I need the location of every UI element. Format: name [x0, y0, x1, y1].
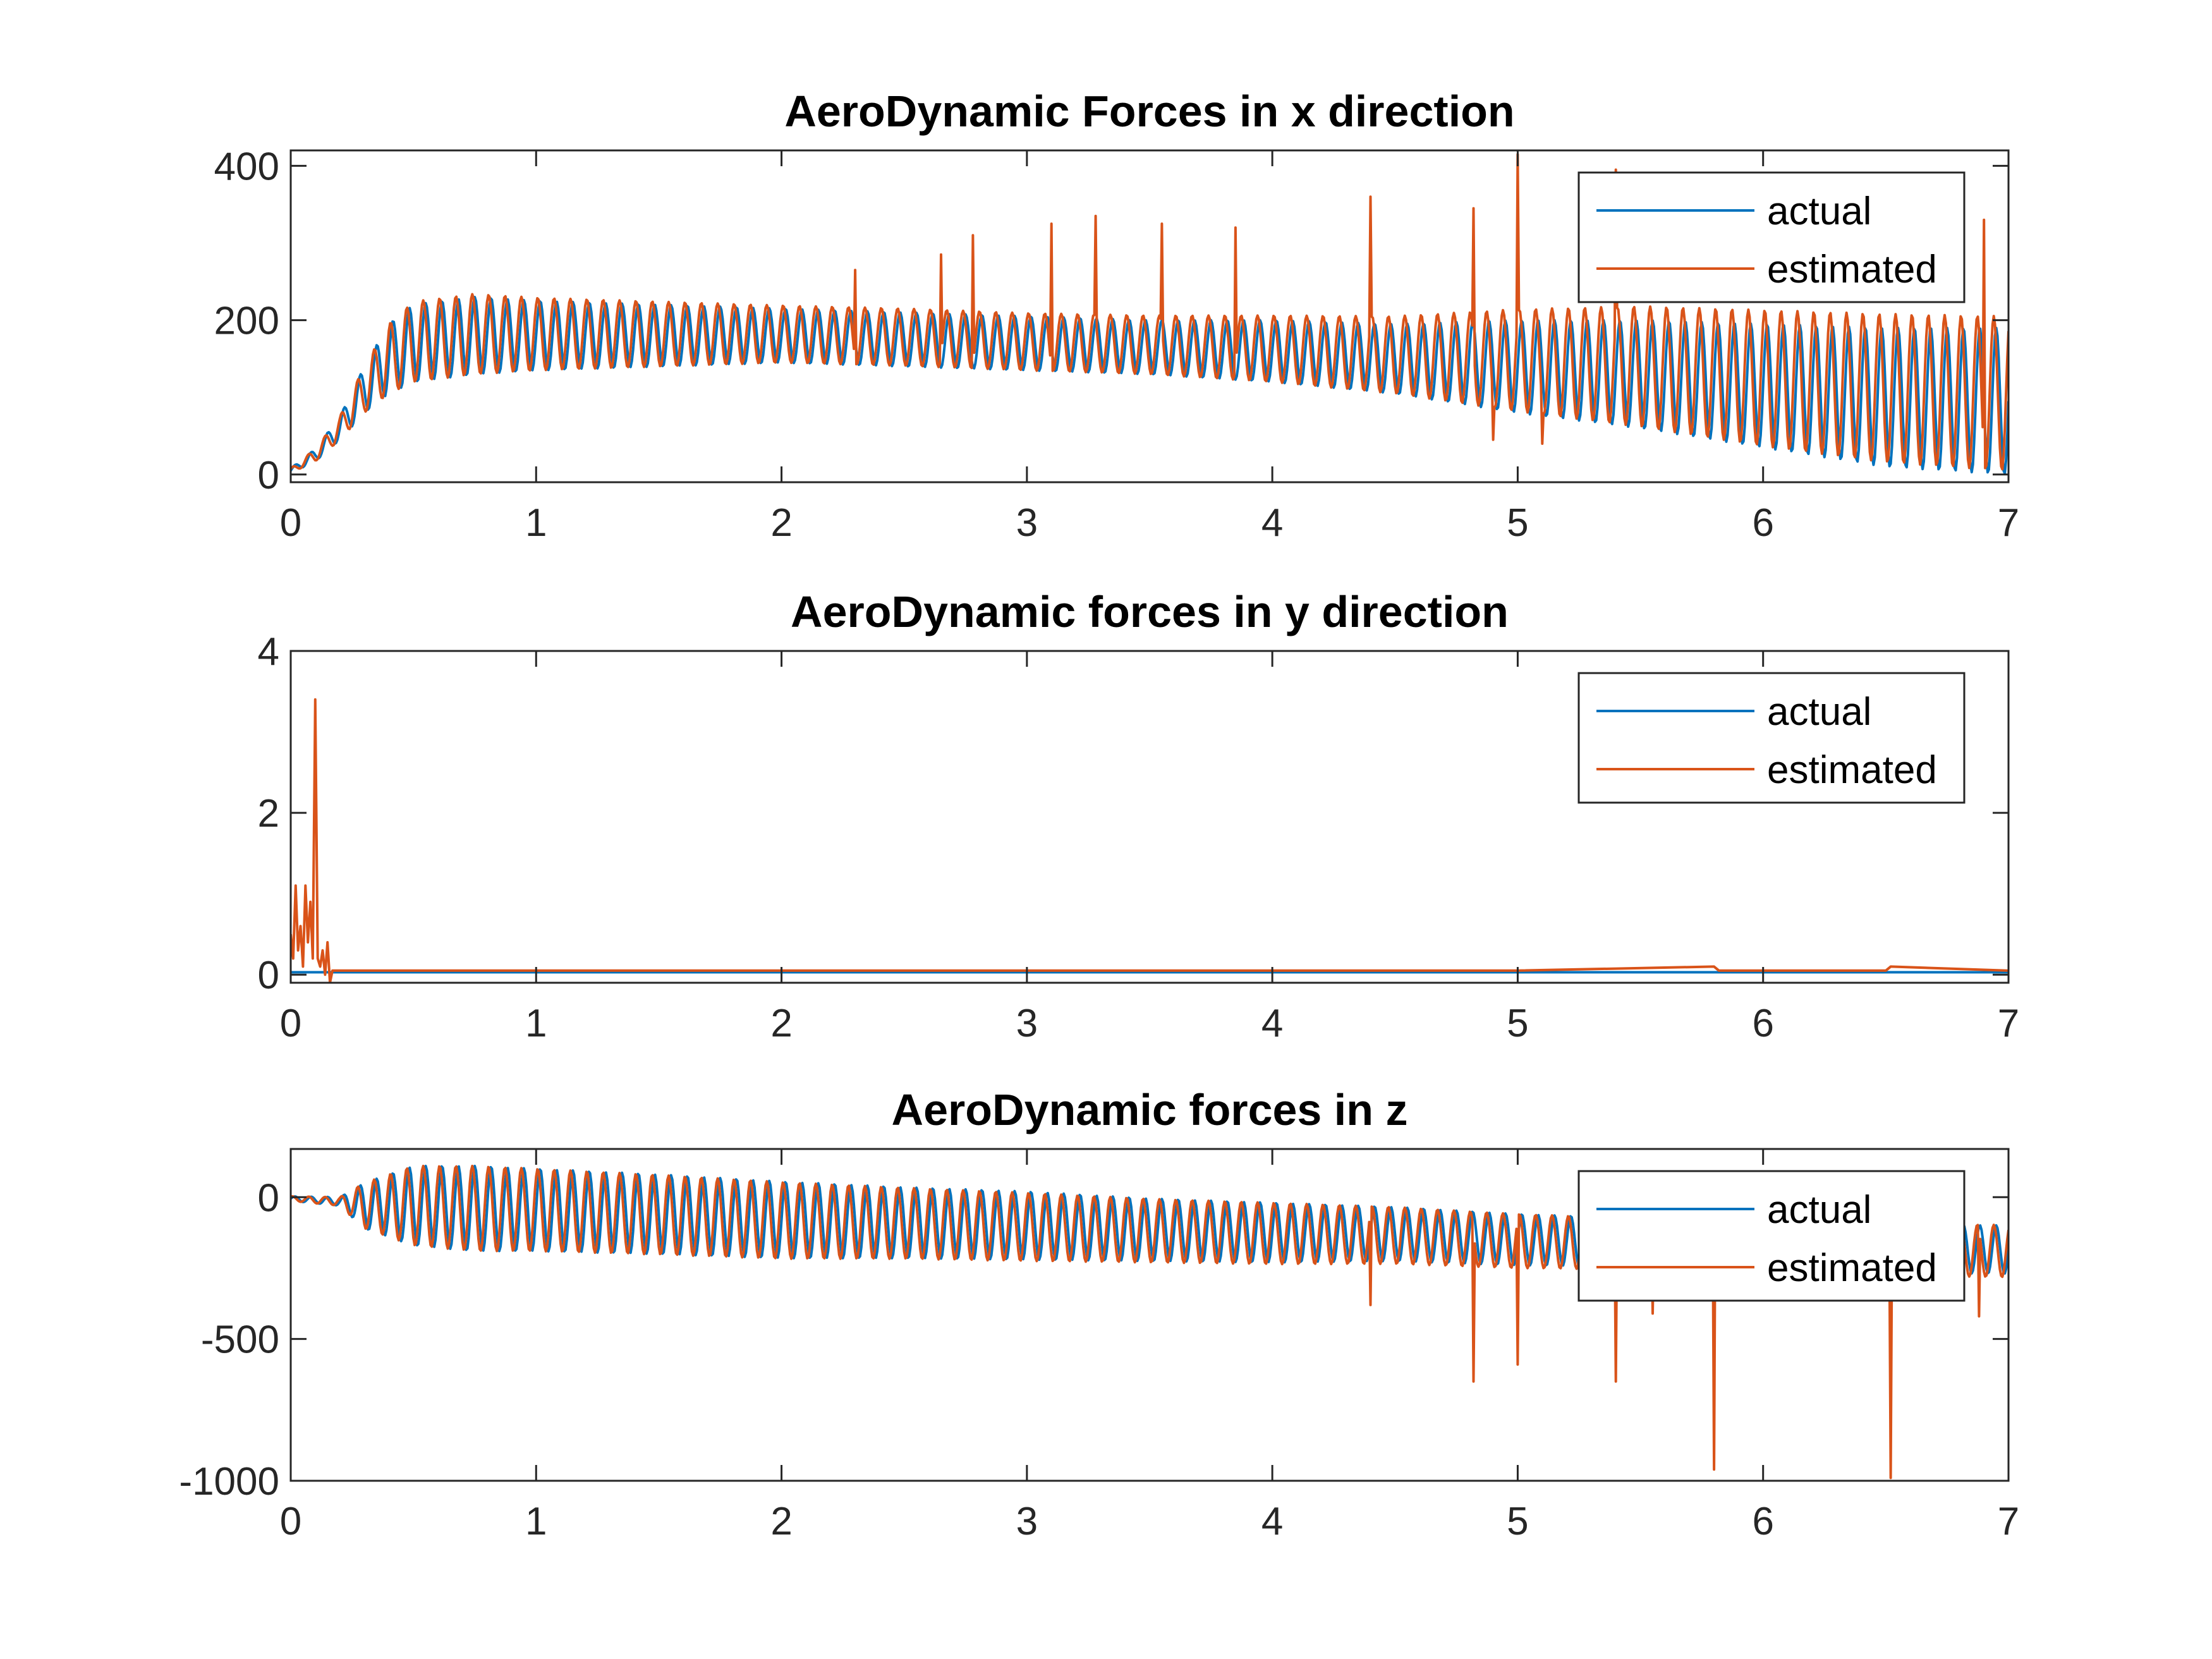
legend-label-estimated: estimated — [1767, 748, 1937, 792]
x-tick-label: 6 — [1752, 1500, 1773, 1543]
y-tick-label: 4 — [258, 630, 279, 674]
x-tick-label: 5 — [1507, 501, 1528, 545]
y-tick-label: 400 — [214, 145, 279, 188]
legend: actual estimated — [1577, 171, 1966, 303]
series-line-estimated — [291, 698, 2008, 983]
chart-title: AeroDynamic Forces in x direction — [784, 87, 1514, 136]
legend-box — [1577, 171, 1966, 303]
chart-title: AeroDynamic forces in z — [892, 1085, 1408, 1134]
x-tick-label: 4 — [1261, 1002, 1283, 1045]
x-tick-label: 3 — [1016, 501, 1038, 545]
x-tick-label: 0 — [280, 1002, 301, 1045]
x-tick-label: 1 — [525, 501, 547, 545]
x-tick-label: 6 — [1752, 501, 1773, 545]
subplot-z: AeroDynamic forces in z 0 1 2 3 4 5 6 7 -1000 -50… — [179, 1085, 2019, 1543]
x-tick-label: 0 — [280, 1500, 301, 1543]
x-tick-label: 7 — [1998, 1500, 2019, 1543]
legend-box — [1577, 672, 1966, 804]
axes-box — [289, 650, 2010, 984]
x-tick-label: 7 — [1998, 501, 2019, 545]
y-tick-label: 0 — [258, 454, 279, 497]
x-tick-label: 4 — [1261, 501, 1283, 545]
chart-title: AeroDynamic forces in y direction — [791, 587, 1509, 636]
y-tick-label: 200 — [214, 300, 279, 343]
axes-box — [289, 1148, 2010, 1482]
x-tick-label: 4 — [1261, 1500, 1283, 1543]
y-tick-label: 0 — [258, 954, 279, 997]
y-tick-label: 0 — [258, 1176, 279, 1220]
x-tick-label: 0 — [280, 501, 301, 545]
legend-label-estimated: estimated — [1767, 1246, 1937, 1290]
x-tick-label: 2 — [770, 1002, 792, 1045]
legend-label-actual: actual — [1767, 1188, 1871, 1232]
y-tick-label: -500 — [201, 1318, 279, 1362]
x-tick-label: 6 — [1752, 1002, 1773, 1045]
legend-label-actual: actual — [1767, 190, 1871, 233]
y-tick-label: -1000 — [179, 1460, 279, 1504]
x-tick-label: 1 — [525, 1500, 547, 1543]
legend: actual estimated — [1577, 672, 1966, 804]
series-line-actual — [291, 296, 2008, 475]
x-tick-label: 3 — [1016, 1500, 1038, 1543]
x-tick-label: 7 — [1998, 1002, 2019, 1045]
legend-label-estimated: estimated — [1767, 248, 1937, 291]
x-tick-label: 1 — [525, 1002, 547, 1045]
axes-box — [289, 149, 2010, 483]
subplot-x-direction: AeroDynamic Forces in x direction 0 1 2 3 4 5… — [214, 87, 2020, 545]
y-tick-label: 2 — [258, 792, 279, 836]
subplot-y-direction: AeroDynamic forces in y direction 0 1 2 3 4 5… — [258, 587, 2020, 1045]
legend-label-actual: actual — [1767, 690, 1871, 734]
x-tick-label: 5 — [1507, 1500, 1528, 1543]
series-line-estimated — [291, 153, 2008, 471]
x-tick-label: 2 — [770, 501, 792, 545]
x-tick-label: 3 — [1016, 1002, 1038, 1045]
x-tick-label: 5 — [1507, 1002, 1528, 1045]
legend: actual estimated — [1577, 1170, 1966, 1302]
legend-box — [1577, 1170, 1966, 1302]
x-tick-label: 2 — [770, 1500, 792, 1543]
